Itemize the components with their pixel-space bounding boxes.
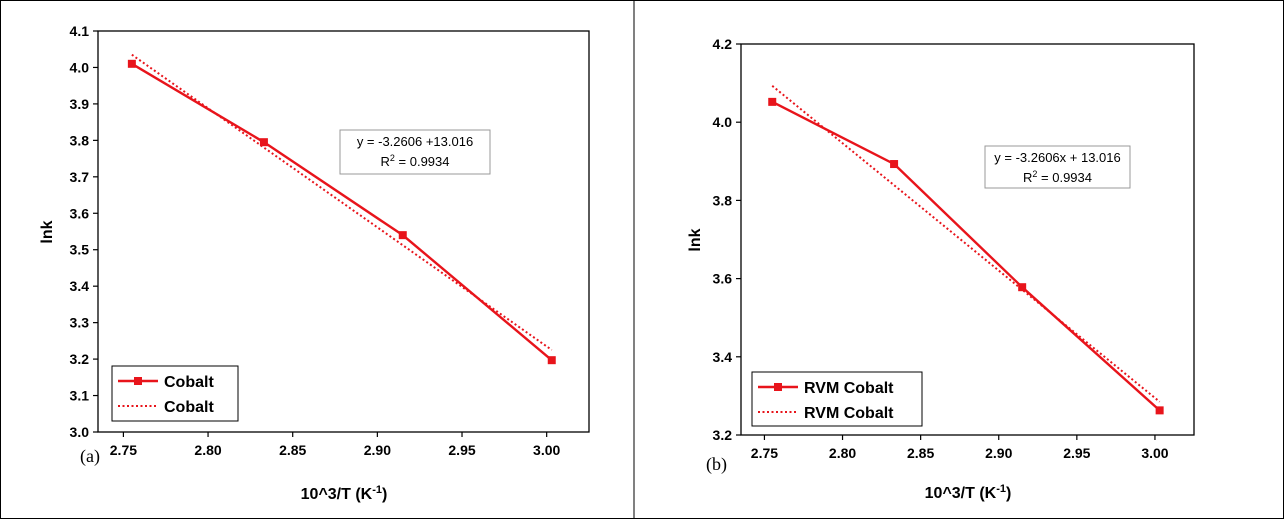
y-tick-label: 3.0 <box>70 424 90 440</box>
x-tick-label: 2.85 <box>907 445 934 461</box>
y-tick-label: 3.6 <box>713 271 733 287</box>
series-line <box>131 62 553 362</box>
y-tick-label: 3.6 <box>70 205 90 221</box>
y-tick-label: 3.2 <box>713 427 733 443</box>
y-tick-label: 3.4 <box>70 278 90 294</box>
x-tick-label: 2.90 <box>985 445 1012 461</box>
y-tick-label: 3.8 <box>713 192 733 208</box>
legend-label: RVM Cobalt <box>804 380 894 397</box>
y-tick-label: 3.2 <box>70 351 90 367</box>
plot-frame <box>97 30 590 433</box>
legend-marker <box>134 377 142 385</box>
data-point <box>259 138 268 147</box>
r-squared-text: R2 = 0.9934 <box>1023 169 1092 185</box>
y-tick-label: 3.8 <box>70 132 90 148</box>
x-tick-label: 3.00 <box>533 442 560 458</box>
legend-marker <box>774 383 782 391</box>
data-point <box>547 356 556 365</box>
data-point <box>127 59 136 68</box>
y-tick-label: 4.0 <box>70 59 90 75</box>
x-axis-title: 10^3/T (K-1) <box>301 484 388 503</box>
x-tick-label: 2.75 <box>110 442 137 458</box>
fit-line <box>771 85 1161 403</box>
y-tick-label: 4.1 <box>70 23 90 39</box>
x-axis-title: 10^3/T (K-1) <box>925 483 1012 502</box>
equation-text: y = -3.2606x + 13.016 <box>994 150 1120 165</box>
legend-label: RVM Cobalt <box>804 405 894 422</box>
data-point <box>890 160 899 169</box>
chart-panel: 3.0 3.1 3.2 3.3 3.4 3.5 3.6 3.7 3.8 3.9 4.0 4.1 2.75… <box>39 23 590 503</box>
fit-line <box>131 53 553 351</box>
legend-box <box>111 365 239 422</box>
x-tick-label: 2.90 <box>364 442 391 458</box>
plot-frame <box>740 43 1195 436</box>
x-tick-label: 2.95 <box>448 442 475 458</box>
series-line <box>771 100 1161 412</box>
y-tick-label: 3.3 <box>70 315 90 331</box>
equation-box <box>339 129 491 175</box>
data-point <box>1018 283 1027 292</box>
y-tick-label: 3.9 <box>70 96 90 112</box>
r-squared-text: R2 = 0.9934 <box>381 153 450 169</box>
equation-text: y = -3.2606 +13.016 <box>357 134 473 149</box>
equation-box <box>984 145 1131 189</box>
panel-label: (b) <box>706 454 727 475</box>
legend-label: Cobalt <box>164 374 214 391</box>
legend-label: Cobalt <box>164 399 214 416</box>
panel-label: (a) <box>80 446 100 467</box>
data-point <box>398 231 407 240</box>
y-tick-label: 3.4 <box>713 349 733 365</box>
y-tick-label: 3.5 <box>70 242 90 258</box>
data-point <box>768 97 777 106</box>
data-point <box>1155 406 1164 415</box>
y-tick-label: 4.0 <box>713 114 733 130</box>
y-axis-title: lnk <box>39 220 56 243</box>
legend-box <box>751 371 923 427</box>
x-tick-label: 2.80 <box>194 442 221 458</box>
y-tick-label: 3.1 <box>70 388 90 404</box>
chart-panel: 3.2 3.4 3.6 3.8 4.0 4.2 2.75 2.80 2.85 2.90 2.95 3.… <box>687 36 1195 502</box>
x-tick-label: 2.85 <box>279 442 306 458</box>
y-axis-title: lnk <box>687 228 704 251</box>
x-tick-label: 3.00 <box>1141 445 1168 461</box>
x-tick-label: 2.95 <box>1063 445 1090 461</box>
x-tick-label: 2.80 <box>829 445 856 461</box>
y-tick-label: 3.7 <box>70 169 90 185</box>
y-tick-label: 4.2 <box>713 36 733 52</box>
x-tick-label: 2.75 <box>751 445 778 461</box>
